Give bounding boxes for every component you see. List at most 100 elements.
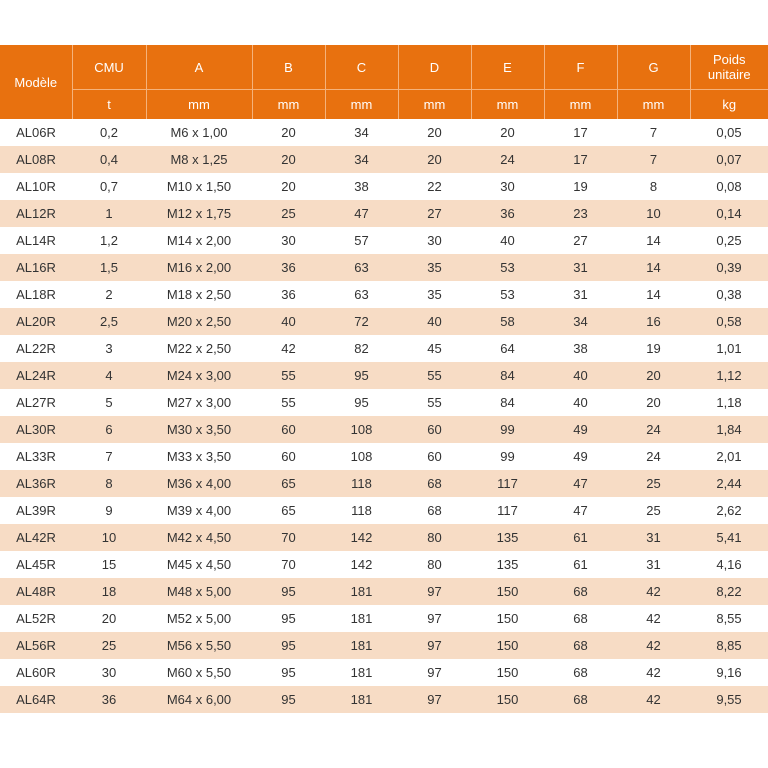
cell-model: AL39R xyxy=(0,497,72,524)
cell-g: 42 xyxy=(617,632,690,659)
cell-d: 27 xyxy=(398,200,471,227)
unit-cmu: t xyxy=(72,89,147,119)
cell-weight: 1,12 xyxy=(690,362,768,389)
cell-a: M39 x 4,00 xyxy=(146,497,252,524)
cell-weight: 1,84 xyxy=(690,416,768,443)
cell-b: 40 xyxy=(252,308,325,335)
cell-cmu: 18 xyxy=(72,578,146,605)
cell-cmu: 25 xyxy=(72,632,146,659)
cell-c: 57 xyxy=(325,227,398,254)
cell-c: 118 xyxy=(325,497,398,524)
cell-f: 17 xyxy=(544,119,617,146)
cell-model: AL20R xyxy=(0,308,72,335)
cell-f: 68 xyxy=(544,578,617,605)
cell-e: 150 xyxy=(471,605,544,632)
cell-g: 31 xyxy=(617,524,690,551)
cell-weight: 0,14 xyxy=(690,200,768,227)
cell-a: M24 x 3,00 xyxy=(146,362,252,389)
unit-g: mm xyxy=(617,89,691,119)
cell-weight: 8,22 xyxy=(690,578,768,605)
cell-cmu: 0,4 xyxy=(72,146,146,173)
cell-e: 117 xyxy=(471,470,544,497)
cell-c: 82 xyxy=(325,335,398,362)
cell-a: M14 x 2,00 xyxy=(146,227,252,254)
table-row: AL56R 25 M56 x 5,50 95 181 97 150 68 42 8,85 xyxy=(0,632,768,659)
cell-a: M48 x 5,00 xyxy=(146,578,252,605)
cell-cmu: 8 xyxy=(72,470,146,497)
cell-model: AL27R xyxy=(0,389,72,416)
cell-d: 60 xyxy=(398,416,471,443)
cell-e: 84 xyxy=(471,389,544,416)
table-row: AL27R 5 M27 x 3,00 55 95 55 84 40 20 1,18 xyxy=(0,389,768,416)
cell-b: 36 xyxy=(252,281,325,308)
cell-a: M33 x 3,50 xyxy=(146,443,252,470)
header-row: Modèle CMU A B C D E F G Poids unitaire xyxy=(0,45,768,119)
cell-weight: 5,41 xyxy=(690,524,768,551)
table-body: AL06R 0,2 M6 x 1,00 20 34 20 20 17 7 0,05 AL08R 0,4… xyxy=(0,119,768,713)
cell-d: 35 xyxy=(398,281,471,308)
cell-e: 36 xyxy=(471,200,544,227)
cell-f: 49 xyxy=(544,416,617,443)
cell-g: 42 xyxy=(617,686,690,713)
table-row: AL48R 18 M48 x 5,00 95 181 97 150 68 42 8,22 xyxy=(0,578,768,605)
cell-e: 24 xyxy=(471,146,544,173)
cell-c: 142 xyxy=(325,551,398,578)
cell-model: AL12R xyxy=(0,200,72,227)
table-row: AL33R 7 M33 x 3,50 60 108 60 99 49 24 2,01 xyxy=(0,443,768,470)
cell-f: 23 xyxy=(544,200,617,227)
cell-cmu: 4 xyxy=(72,362,146,389)
unit-f: mm xyxy=(544,89,618,119)
column-header-b: B xyxy=(252,45,326,90)
cell-g: 7 xyxy=(617,146,690,173)
cell-b: 30 xyxy=(252,227,325,254)
unit-c: mm xyxy=(325,89,399,119)
unit-weight: kg xyxy=(690,89,768,119)
cell-cmu: 15 xyxy=(72,551,146,578)
cell-model: AL06R xyxy=(0,119,72,146)
table-row: AL30R 6 M30 x 3,50 60 108 60 99 49 24 1,84 xyxy=(0,416,768,443)
cell-b: 55 xyxy=(252,362,325,389)
table-row: AL14R 1,2 M14 x 2,00 30 57 30 40 27 14 0,25 xyxy=(0,227,768,254)
cell-b: 36 xyxy=(252,254,325,281)
cell-b: 70 xyxy=(252,551,325,578)
cell-d: 60 xyxy=(398,443,471,470)
cell-model: AL16R xyxy=(0,254,72,281)
column-header-weight: Poids unitaire xyxy=(690,45,768,90)
cell-model: AL36R xyxy=(0,470,72,497)
cell-e: 53 xyxy=(471,254,544,281)
table-row: AL18R 2 M18 x 2,50 36 63 35 53 31 14 0,38 xyxy=(0,281,768,308)
cell-model: AL60R xyxy=(0,659,72,686)
cell-b: 20 xyxy=(252,119,325,146)
cell-a: M30 x 3,50 xyxy=(146,416,252,443)
cell-weight: 0,07 xyxy=(690,146,768,173)
cell-b: 95 xyxy=(252,578,325,605)
table-row: AL36R 8 M36 x 4,00 65 118 68 117 47 25 2,44 xyxy=(0,470,768,497)
cell-weight: 8,85 xyxy=(690,632,768,659)
cell-model: AL18R xyxy=(0,281,72,308)
cell-cmu: 1 xyxy=(72,200,146,227)
cell-g: 42 xyxy=(617,578,690,605)
unit-a: mm xyxy=(146,89,253,119)
cell-f: 27 xyxy=(544,227,617,254)
cell-f: 40 xyxy=(544,389,617,416)
cell-b: 20 xyxy=(252,146,325,173)
cell-g: 42 xyxy=(617,605,690,632)
cell-b: 60 xyxy=(252,416,325,443)
cell-weight: 0,58 xyxy=(690,308,768,335)
cell-f: 31 xyxy=(544,254,617,281)
cell-b: 65 xyxy=(252,497,325,524)
cell-c: 63 xyxy=(325,254,398,281)
cell-e: 117 xyxy=(471,497,544,524)
cell-e: 30 xyxy=(471,173,544,200)
cell-cmu: 2 xyxy=(72,281,146,308)
cell-weight: 0,08 xyxy=(690,173,768,200)
cell-d: 45 xyxy=(398,335,471,362)
cell-f: 68 xyxy=(544,659,617,686)
cell-weight: 1,01 xyxy=(690,335,768,362)
cell-e: 150 xyxy=(471,632,544,659)
cell-b: 55 xyxy=(252,389,325,416)
column-header-f: F xyxy=(544,45,618,90)
cell-model: AL08R xyxy=(0,146,72,173)
cell-e: 99 xyxy=(471,443,544,470)
cell-model: AL48R xyxy=(0,578,72,605)
